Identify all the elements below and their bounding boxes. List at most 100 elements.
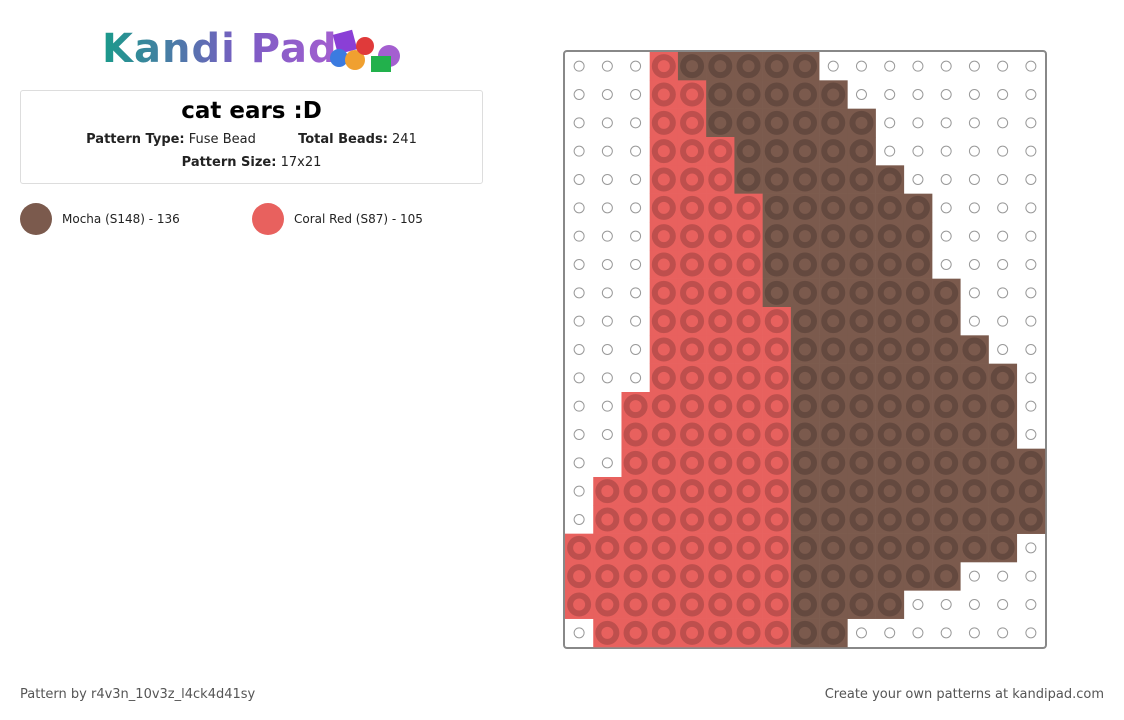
- bead: [706, 448, 735, 478]
- bead: [932, 448, 961, 478]
- empty-peg: [855, 89, 867, 100]
- bead: [734, 278, 763, 308]
- bead: [875, 193, 905, 223]
- empty-peg: [997, 287, 1009, 299]
- bead: [847, 108, 876, 138]
- bead: [762, 618, 792, 648]
- bead: [790, 590, 820, 619]
- bead: [960, 477, 989, 506]
- bead: [932, 363, 961, 393]
- empty-peg: [1025, 372, 1037, 384]
- empty-peg: [573, 514, 585, 525]
- empty-peg: [912, 627, 924, 639]
- empty-peg: [573, 117, 585, 129]
- value: 241: [392, 132, 417, 147]
- empty-peg: [1025, 400, 1037, 412]
- bead: [847, 165, 876, 194]
- bead: [621, 562, 651, 591]
- bead: [903, 307, 933, 336]
- bead: [790, 52, 820, 81]
- bead: [1016, 448, 1046, 478]
- bead: [621, 477, 651, 506]
- empty-peg: [1025, 202, 1037, 214]
- bead: [649, 392, 679, 421]
- bead: [875, 533, 905, 563]
- bead: [762, 505, 792, 534]
- empty-peg: [573, 627, 585, 639]
- empty-peg: [630, 174, 642, 185]
- bead: [847, 448, 876, 478]
- bead: [706, 193, 735, 223]
- bead: [593, 477, 622, 506]
- bead: [649, 477, 679, 506]
- bead: [847, 278, 876, 308]
- bead: [903, 420, 933, 449]
- empty-peg: [601, 429, 613, 440]
- bead: [790, 307, 820, 336]
- bead: [677, 392, 707, 421]
- bead: [734, 80, 763, 109]
- empty-peg: [968, 89, 980, 100]
- bead: [960, 505, 989, 534]
- bead: [706, 52, 735, 81]
- bead: [677, 108, 707, 138]
- empty-peg: [573, 259, 585, 270]
- empty-peg: [601, 117, 613, 129]
- bead: [875, 562, 905, 591]
- empty-peg: [940, 174, 952, 185]
- bead: [649, 533, 679, 563]
- empty-peg: [630, 230, 642, 242]
- bead: [677, 80, 707, 109]
- bead: [649, 108, 679, 138]
- bead: [677, 590, 707, 619]
- empty-peg: [968, 599, 980, 610]
- bead: [677, 477, 707, 506]
- empty-peg: [940, 230, 952, 242]
- bead: [734, 533, 763, 563]
- bead: [903, 392, 933, 421]
- empty-peg: [1025, 542, 1037, 554]
- empty-peg: [968, 174, 980, 185]
- logo-icon: [330, 29, 400, 72]
- bead: [677, 52, 707, 81]
- empty-peg: [601, 145, 613, 157]
- empty-peg: [1025, 89, 1037, 100]
- empty-peg: [968, 287, 980, 299]
- empty-peg: [630, 259, 642, 270]
- bead: [988, 363, 1018, 393]
- empty-peg: [855, 627, 867, 639]
- bead: [734, 52, 763, 81]
- bead: [649, 80, 679, 109]
- bead: [790, 137, 820, 166]
- bead: [790, 165, 820, 194]
- empty-peg: [573, 202, 585, 214]
- bead: [790, 618, 820, 648]
- bead: [790, 505, 820, 534]
- cta[interactable]: Create your own patterns at kandipad.com: [824, 687, 1104, 702]
- bead: [847, 193, 876, 223]
- empty-peg: [912, 117, 924, 129]
- empty-peg: [940, 627, 952, 639]
- bead: [819, 477, 848, 506]
- empty-peg: [1025, 599, 1037, 610]
- bead: [790, 108, 820, 138]
- bead: [762, 278, 792, 308]
- bead: [706, 137, 735, 166]
- bead: [649, 250, 679, 279]
- bead: [762, 533, 792, 563]
- bead: [706, 392, 735, 421]
- empty-peg: [630, 287, 642, 299]
- bead: [706, 562, 735, 591]
- logo[interactable]: Kandi Pad: [102, 26, 338, 72]
- bead: [762, 80, 792, 109]
- bead: [734, 363, 763, 393]
- bead: [988, 392, 1018, 421]
- bead: [819, 80, 848, 109]
- bead: [847, 363, 876, 393]
- bead: [819, 562, 848, 591]
- bead: [875, 590, 905, 619]
- empty-peg: [1025, 429, 1037, 440]
- bead: [819, 335, 848, 364]
